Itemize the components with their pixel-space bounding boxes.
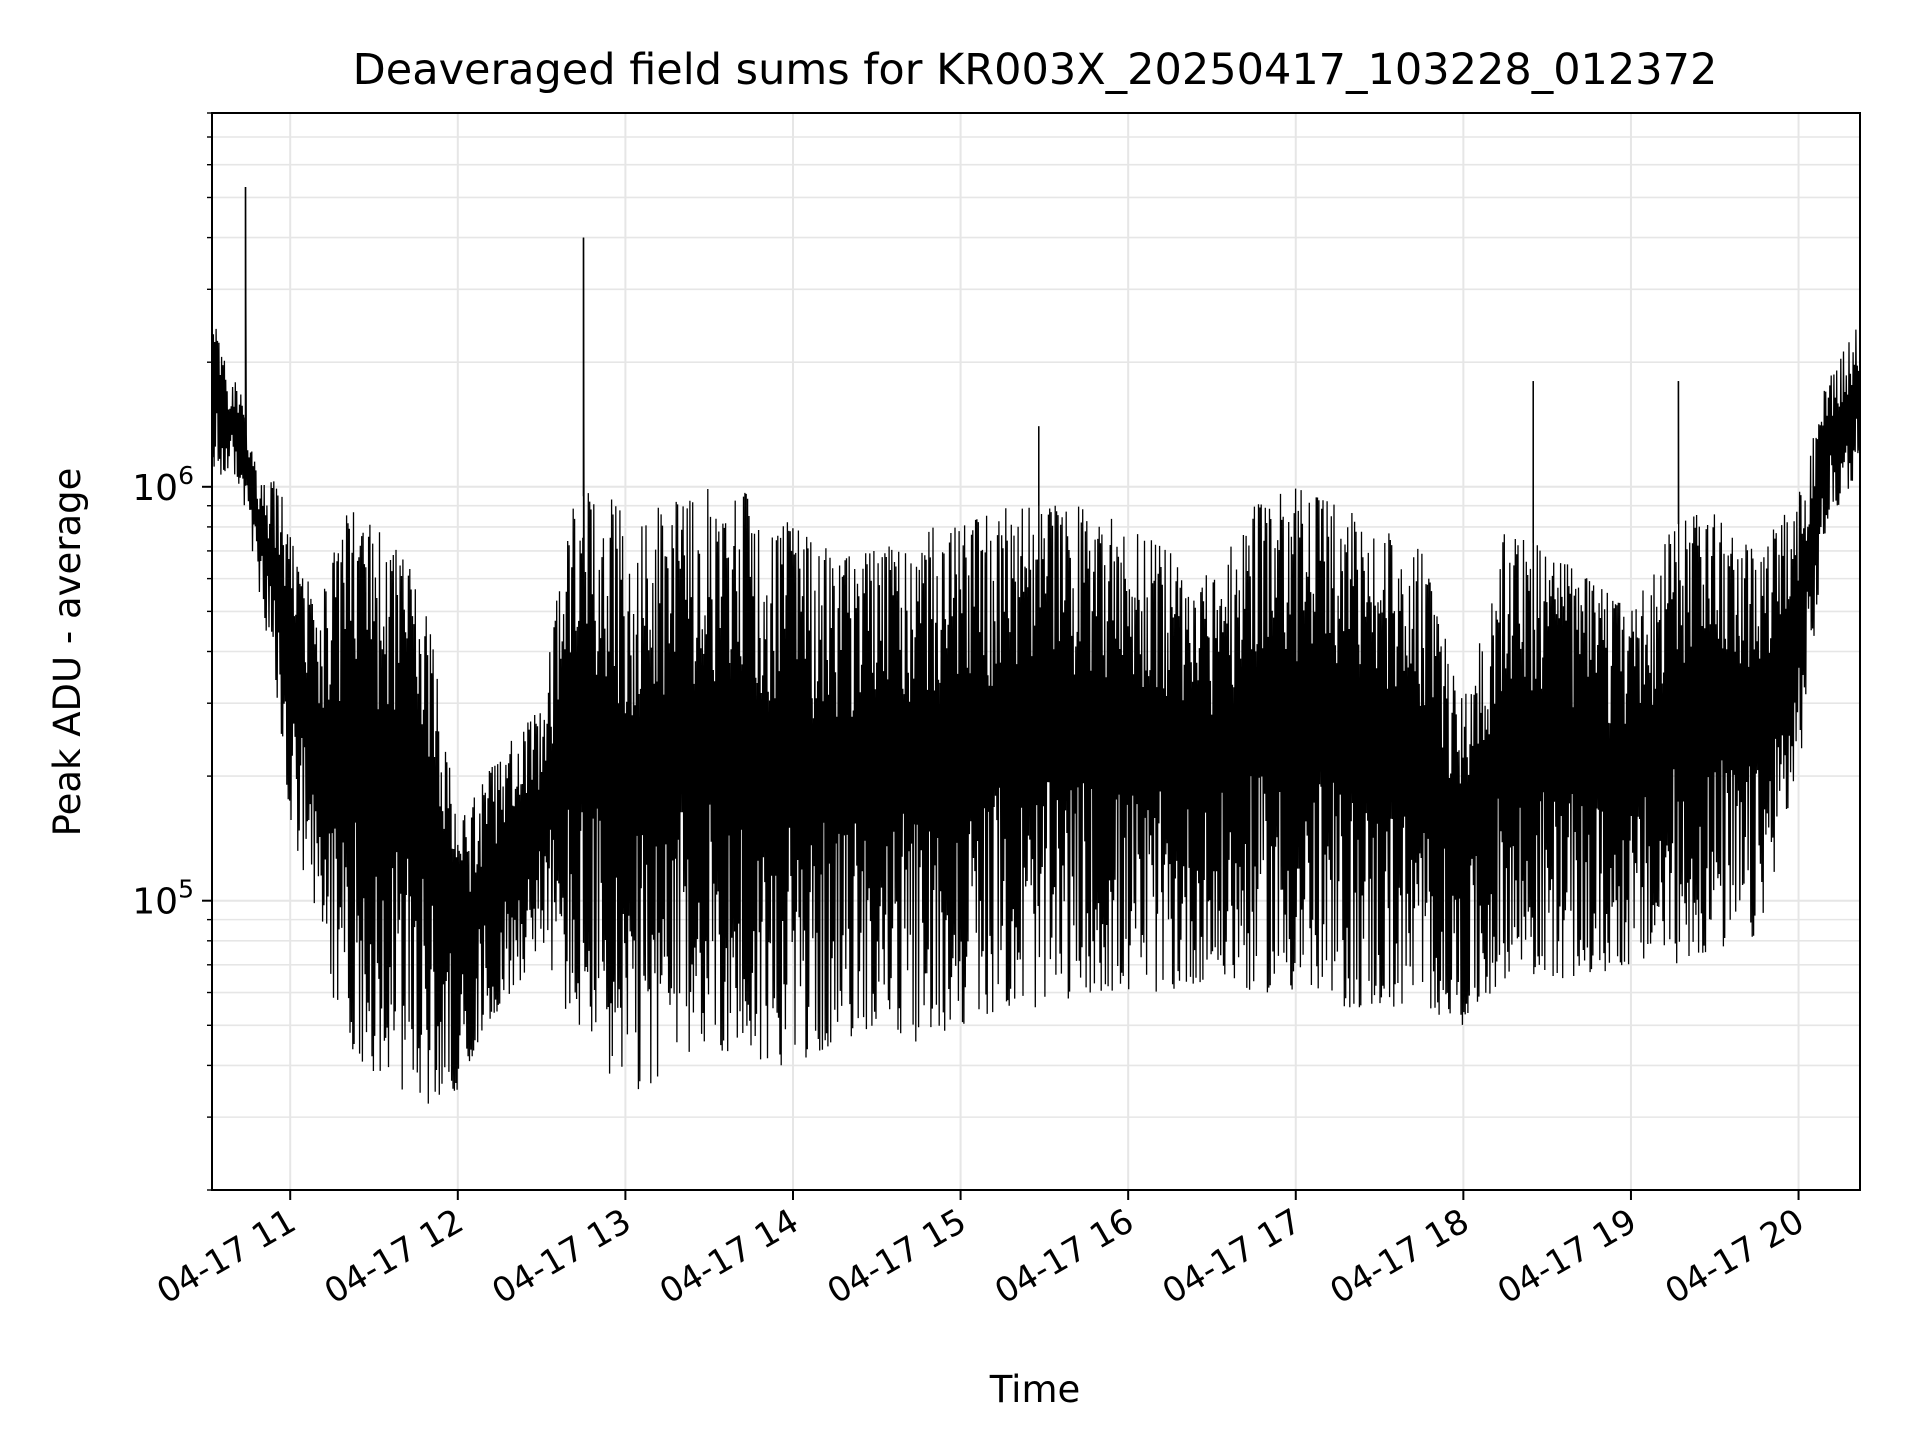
y-tick-exponent: 6 xyxy=(178,461,194,490)
y-tick-base: 10 xyxy=(132,468,178,509)
y-tick-exponent: 5 xyxy=(178,875,194,904)
series-line xyxy=(211,150,1861,1104)
x-axis-label: Time xyxy=(989,1368,1081,1411)
y-tick-base: 10 xyxy=(132,882,178,923)
y-axis-label: Peak ADU - average xyxy=(46,468,89,837)
y-tick-label: 106 xyxy=(132,461,194,509)
y-tick-label: 105 xyxy=(132,875,194,923)
chart-title: Deaveraged field sums for KR003X_2025041… xyxy=(353,45,1718,95)
